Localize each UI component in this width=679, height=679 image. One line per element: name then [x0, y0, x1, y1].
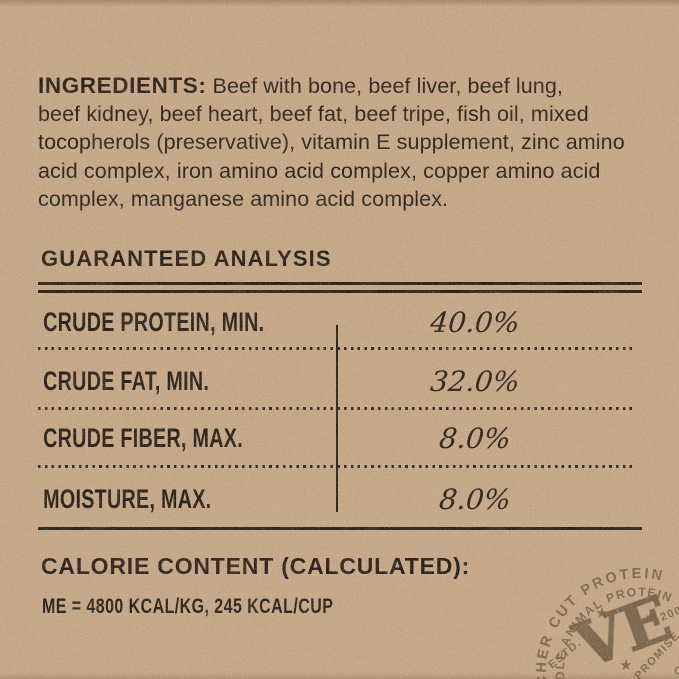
- divider-double-rule: [38, 282, 642, 293]
- stamp-year-fragment: 200: [659, 604, 679, 624]
- calorie-content-detail: ME = 4800 KCAL/KG, 245 KCAL/CUP: [42, 595, 334, 618]
- analysis-row: CRUDE PROTEIN, MIN. 40.0%: [38, 296, 642, 348]
- analysis-label: CRUDE FAT, MIN.: [43, 365, 210, 396]
- analysis-value: 8.0%: [437, 482, 513, 516]
- analysis-value: 8.0%: [437, 421, 513, 455]
- analysis-value: 40.0%: [428, 305, 522, 339]
- ingredients-line: beef kidney, beef heart, beef fat, beef …: [38, 101, 589, 126]
- stamp-estd-text: ESTD.: [546, 637, 584, 672]
- star-icon: ★: [619, 657, 632, 674]
- star-icon: ★: [645, 610, 656, 624]
- stamp-outer-ring-text: › BUTCHER CUT PROTEIN ›: [490, 522, 679, 679]
- ingredients-paragraph: INGREDIENTS: Beef with bone, beef liver,…: [38, 72, 650, 214]
- analysis-label: MOISTURE, MAX.: [43, 483, 212, 514]
- stamp-inner-ring-text: WHOLE ANIMAL PROTEIN: [539, 578, 679, 679]
- analysis-label: CRUDE PROTEIN, MIN.: [43, 306, 265, 337]
- star-icon: ★: [595, 605, 608, 622]
- ingredients-line: acid complex, iron amino acid complex, c…: [38, 158, 601, 183]
- ingredients-line: Beef with bone, beef liver, beef lung,: [212, 73, 563, 98]
- ingredients-line: complex, manganese amino acid complex.: [38, 187, 449, 212]
- ingredients-line: tocopherols (preservative), vitamin E su…: [38, 130, 625, 155]
- calorie-content-title: CALORIE CONTENT (CALCULATED):: [41, 553, 471, 579]
- analysis-row: CRUDE FIBER, MAX. 8.0%: [38, 411, 642, 465]
- guaranteed-analysis-title: GUARANTEED ANALYSIS: [41, 246, 332, 271]
- stamp-promise-fragment: PROMISE: [632, 630, 679, 679]
- ingredients-heading: INGREDIENTS:: [38, 72, 207, 98]
- analysis-label: CRUDE FIBER, MAX.: [43, 422, 243, 453]
- paper-edge-shadow-top: [0, 0, 679, 7]
- stamp-monogram: VE: [565, 581, 679, 679]
- analysis-row: MOISTURE, MAX. 8.0%: [38, 470, 642, 528]
- divider-vertical-rule: [336, 325, 338, 512]
- analysis-row: CRUDE FAT, MIN. 32.0%: [38, 353, 642, 409]
- brand-stamp: › BUTCHER CUT PROTEIN › WHOLE ANIMAL PRO…: [490, 522, 679, 679]
- paper-edge-shadow-bottom: [0, 673, 679, 679]
- divider-solid-rule: [38, 527, 642, 530]
- analysis-value: 32.0%: [428, 364, 522, 398]
